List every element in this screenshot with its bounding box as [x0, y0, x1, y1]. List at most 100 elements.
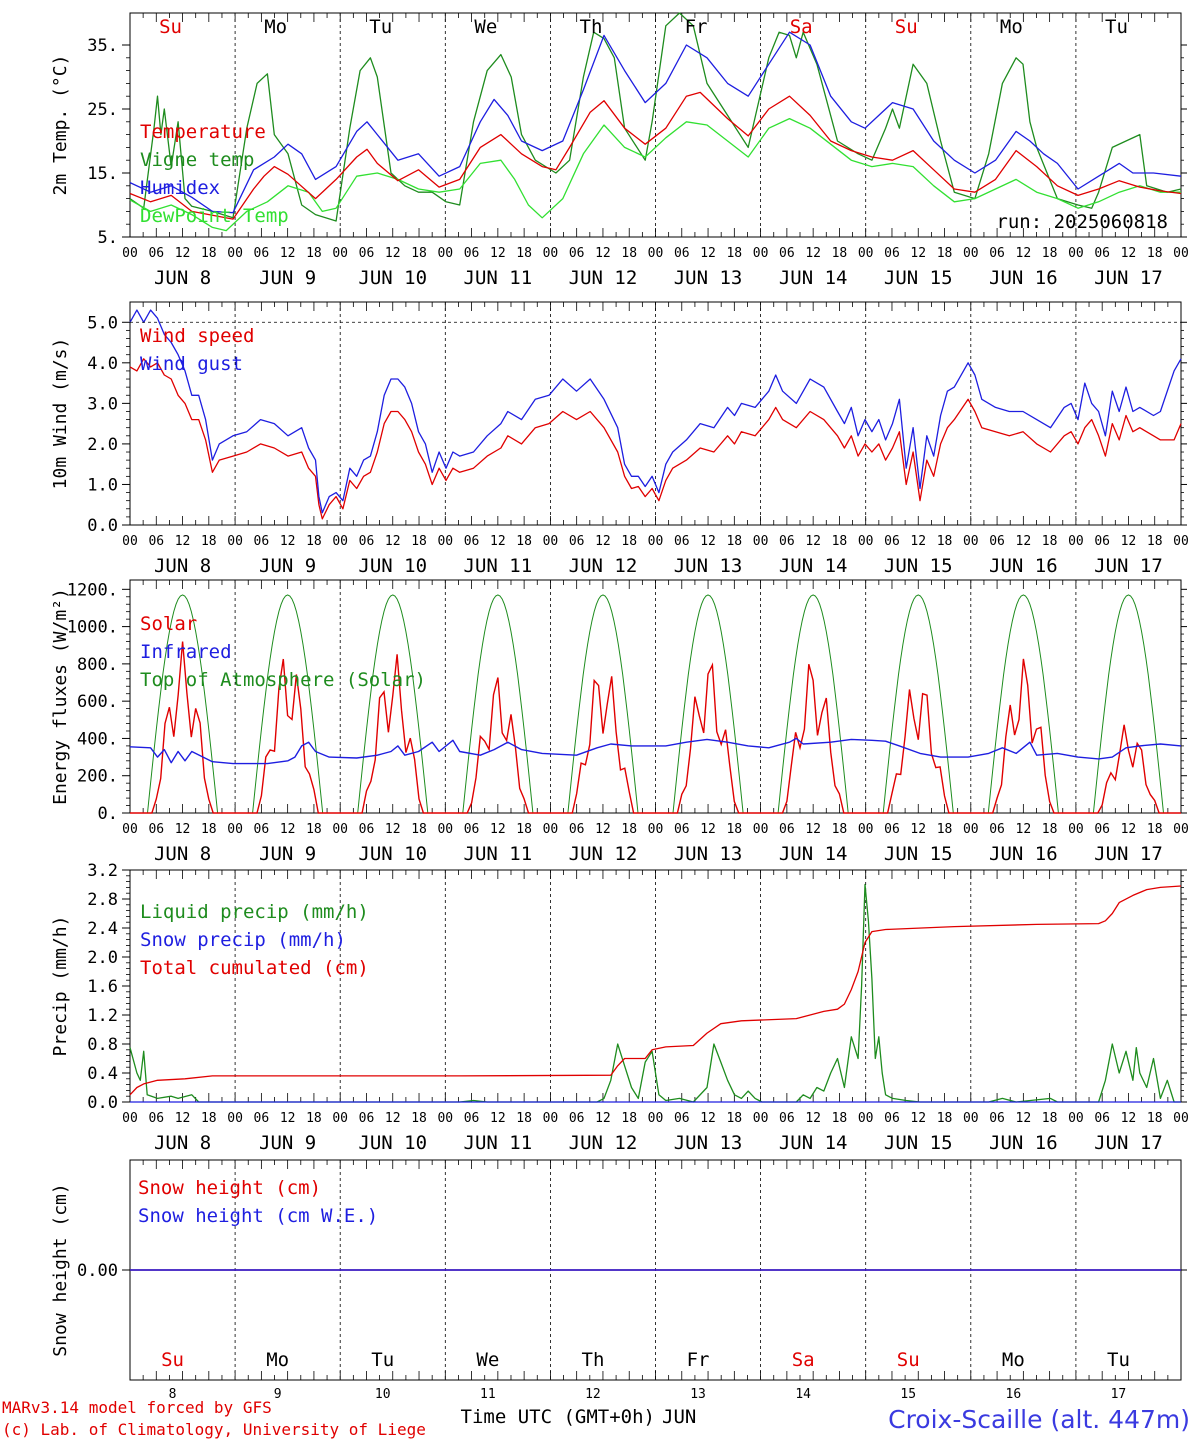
x-date-label: JUN 13 — [674, 843, 743, 865]
weekday-label-top: Fr — [685, 16, 708, 38]
legend-entry: Snow precip (mm/h) — [140, 929, 346, 951]
x-hour-label: 12 — [1121, 1111, 1137, 1126]
run-label: run: 2025060818 — [996, 211, 1168, 233]
x-hour-label: 00 — [1068, 822, 1084, 837]
y-tick-label: 2.0 — [87, 435, 118, 455]
x-hour-label: 00 — [227, 246, 243, 261]
x-hour-label: 06 — [359, 1111, 375, 1126]
x-hour-label: 06 — [779, 246, 795, 261]
x-date-label: JUN 10 — [358, 555, 427, 577]
weekday-label-top: Mo — [264, 16, 287, 38]
x-hour-label: 00 — [1068, 534, 1084, 549]
x-hour-label: 00 — [858, 246, 874, 261]
x-hour-label: 12 — [910, 246, 926, 261]
x-date-label: JUN 14 — [779, 267, 848, 289]
x-hour-label: 00 — [122, 822, 138, 837]
x-hour-label: 06 — [464, 534, 480, 549]
x-hour-label: 00 — [858, 534, 874, 549]
x-hour-label: 18 — [411, 246, 427, 261]
x-hour-label: 18 — [726, 246, 742, 261]
x-hour-label: 00 — [332, 822, 348, 837]
series-humidex — [129, 31, 1182, 214]
x-hour-label: 00 — [437, 246, 453, 261]
x-hour-label: 00 — [963, 822, 979, 837]
x-hour-label: 12 — [280, 246, 296, 261]
weekday-label-bottom: Su — [161, 1349, 184, 1371]
weekday-label-top: Su — [159, 16, 182, 38]
x-hour-label: 12 — [700, 534, 716, 549]
x-hour-label: 18 — [306, 246, 322, 261]
x-hour-label: 18 — [832, 822, 848, 837]
series-temperature — [129, 91, 1182, 220]
x-hour-label: 12 — [385, 1111, 401, 1126]
x-hour-label: 12 — [175, 822, 191, 837]
x-date-label: JUN 13 — [674, 267, 743, 289]
x-hour-label: 00 — [648, 1111, 664, 1126]
y-axis-label: Snow height (cm) — [50, 1183, 71, 1356]
x-hour-label: 06 — [569, 1111, 585, 1126]
x-hour-label: 00 — [332, 1111, 348, 1126]
legend-entry: Snow height (cm) — [138, 1177, 321, 1199]
x-hour-label: 18 — [726, 534, 742, 549]
day-number-label: 10 — [375, 1387, 391, 1402]
x-hour-label: 00 — [1173, 1111, 1189, 1126]
x-hour-label: 06 — [1094, 1111, 1110, 1126]
x-hour-label: 18 — [937, 246, 953, 261]
y-tick-label: 2.4 — [87, 919, 118, 939]
day-number-label: 17 — [1111, 1387, 1127, 1402]
x-hour-label: 12 — [805, 246, 821, 261]
x-hour-label: 12 — [595, 534, 611, 549]
x-hour-label: 06 — [254, 534, 270, 549]
x-hour-label: 00 — [543, 246, 559, 261]
x-hour-label: 12 — [490, 822, 506, 837]
x-hour-label: 12 — [910, 534, 926, 549]
x-hour-label: 12 — [805, 1111, 821, 1126]
x-date-label: JUN 15 — [884, 843, 953, 865]
x-hour-label: 06 — [464, 246, 480, 261]
x-date-label: JUN 14 — [779, 555, 848, 577]
x-hour-label: 12 — [175, 246, 191, 261]
x-hour-label: 00 — [227, 1111, 243, 1126]
x-hour-label: 12 — [490, 1111, 506, 1126]
day-number-label: 15 — [900, 1387, 916, 1402]
y-tick-label: 0.8 — [87, 1035, 118, 1055]
x-hour-label: 06 — [1094, 822, 1110, 837]
x-hour-label: 12 — [805, 534, 821, 549]
legend-entry: Infrared — [140, 641, 232, 663]
y-tick-label: 1.0 — [87, 475, 118, 495]
x-hour-label: 12 — [1121, 822, 1137, 837]
x-hour-label: 18 — [621, 822, 637, 837]
x-date-label: JUN 11 — [464, 267, 533, 289]
x-hour-label: 12 — [490, 534, 506, 549]
x-hour-label: 06 — [1094, 534, 1110, 549]
legend-entry: DewPoint Temp — [140, 205, 289, 227]
x-hour-label: 12 — [1016, 534, 1032, 549]
x-hour-label: 12 — [910, 822, 926, 837]
x-date-label: JUN 12 — [569, 1132, 638, 1154]
x-hour-label: 00 — [543, 822, 559, 837]
series-vigne-temp — [129, 12, 1182, 222]
x-date-label: JUN 12 — [569, 267, 638, 289]
y-tick-label: 600. — [77, 692, 118, 712]
weekday-label-top: Mo — [1000, 16, 1023, 38]
x-hour-label: 18 — [937, 1111, 953, 1126]
x-hour-label: 18 — [306, 1111, 322, 1126]
x-hour-label: 18 — [306, 822, 322, 837]
y-tick-label: 2.8 — [87, 890, 118, 910]
x-hour-label: 12 — [700, 1111, 716, 1126]
day-number-label: 8 — [169, 1387, 177, 1402]
x-date-label: JUN 11 — [464, 1132, 533, 1154]
x-hour-label: 18 — [201, 822, 217, 837]
x-date-label: JUN 9 — [259, 555, 316, 577]
x-hour-label: 12 — [280, 534, 296, 549]
x-hour-label: 06 — [359, 822, 375, 837]
x-hour-label: 06 — [359, 246, 375, 261]
x-hour-label: 00 — [227, 534, 243, 549]
x-hour-label: 00 — [648, 246, 664, 261]
y-tick-label: 4.0 — [87, 354, 118, 374]
x-date-label: JUN 10 — [358, 843, 427, 865]
x-hour-label: 12 — [385, 822, 401, 837]
x-date-label: JUN 16 — [989, 843, 1058, 865]
y-axis-label: Precip (mm/h) — [50, 916, 71, 1057]
x-hour-label: 18 — [726, 1111, 742, 1126]
